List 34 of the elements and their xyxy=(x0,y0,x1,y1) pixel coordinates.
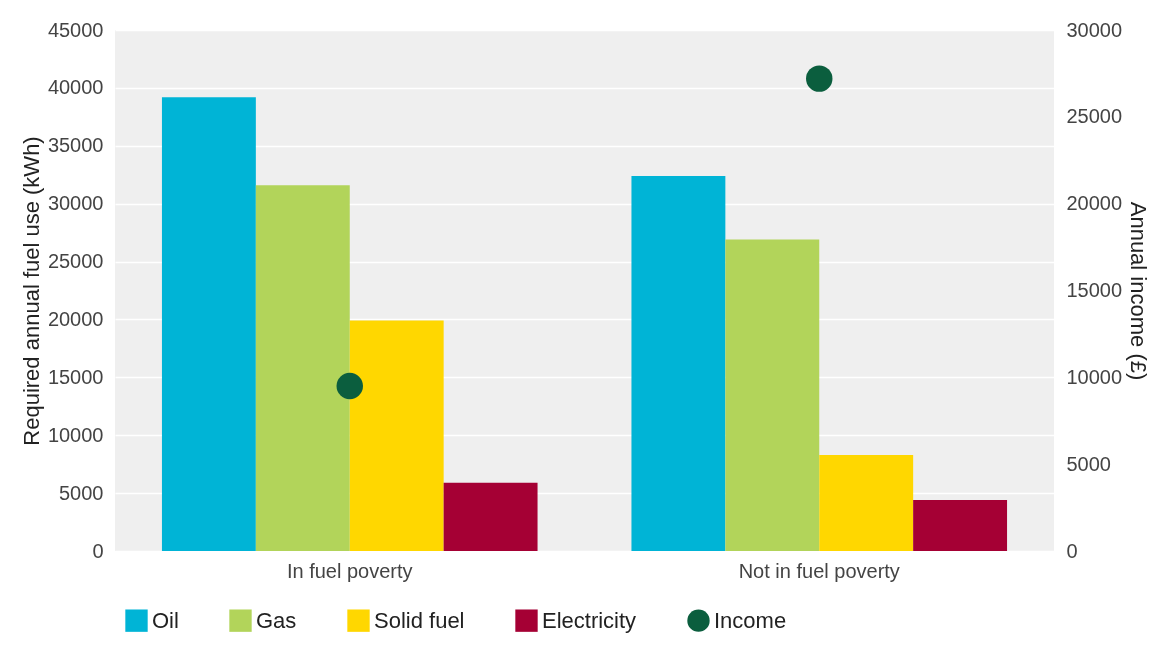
bar xyxy=(443,482,538,551)
bar xyxy=(631,175,726,551)
y-tick-label: 15000 xyxy=(47,365,104,388)
legend-label: Income xyxy=(714,607,787,633)
legend-label: Solid fuel xyxy=(374,607,465,633)
y2-tick-label: 30000 xyxy=(1066,18,1123,41)
bar xyxy=(913,500,1008,551)
y-tick-label: 45000 xyxy=(47,18,104,41)
y-axis-title: Required annual fuel use (kWh) xyxy=(18,136,44,446)
y-tick-label: 30000 xyxy=(47,192,104,215)
y-tick-label: 20000 xyxy=(47,307,104,330)
y-tick-label: 35000 xyxy=(47,134,104,157)
y2-tick-label: 20000 xyxy=(1066,192,1123,215)
legend-label: Electricity xyxy=(542,607,637,633)
y2-tick-label: 15000 xyxy=(1066,279,1123,301)
y2-tick-label: 0 xyxy=(1066,539,1078,562)
y-tick-label: 5000 xyxy=(59,481,104,504)
y-tick-label: 10000 xyxy=(47,423,104,446)
bar xyxy=(819,454,914,551)
y2-axis-title: Annual income (£) xyxy=(1126,201,1152,381)
y2-tick-label: 10000 xyxy=(1066,365,1123,388)
bar xyxy=(255,185,350,551)
bar xyxy=(725,239,820,551)
legend-label: Gas xyxy=(256,607,297,633)
x-tick-label: In fuel poverty xyxy=(286,559,413,582)
bar xyxy=(161,97,256,551)
y2-tick-label: 5000 xyxy=(1066,452,1111,475)
y-tick-label: 0 xyxy=(92,539,104,562)
y-tick-label: 40000 xyxy=(47,76,104,99)
y2-tick-label: 25000 xyxy=(1066,105,1123,128)
bar xyxy=(349,320,444,551)
legend-label: Oil xyxy=(152,607,179,633)
y-tick-label: 25000 xyxy=(47,250,104,273)
x-tick-label: Not in fuel poverty xyxy=(738,559,900,582)
